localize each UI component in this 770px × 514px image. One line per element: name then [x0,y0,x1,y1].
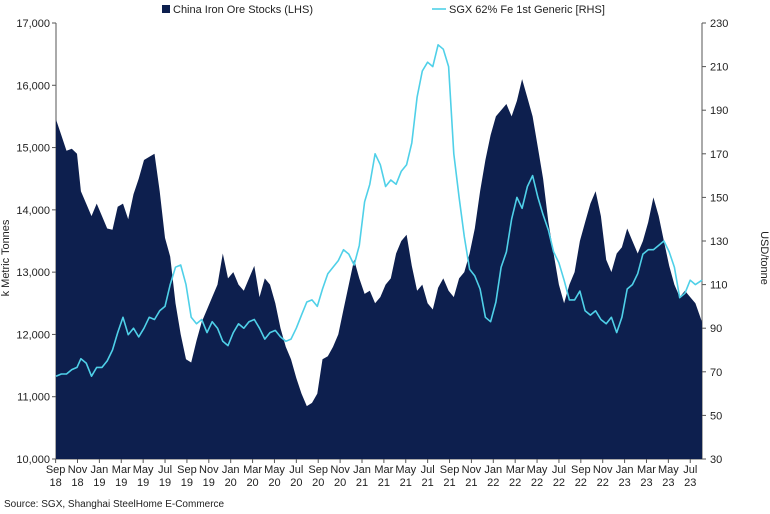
x-tick-month: May [527,464,548,476]
left-axis-ticks: 10,000 11,000 12,000 13,000 14,000 15,000 16,0… [16,18,56,466]
right-tick-label: 210 [710,62,728,74]
x-tick-month: Mar [243,464,262,476]
right-tick-label: 90 [710,323,722,335]
x-tick-year: 20 [225,477,237,489]
right-tick-label: 230 [710,18,728,30]
x-tick-year: 21 [378,477,390,489]
x-tick-month: May [395,464,416,476]
x-tick-month: Sep [46,464,66,476]
x-tick-year: 19 [203,477,215,489]
x-tick-month: Mar [374,464,393,476]
left-tick-label: 10,000 [16,454,50,466]
x-tick-month: Mar [637,464,656,476]
x-tick-month: Jul [289,464,303,476]
x-tick-year: 22 [575,477,587,489]
left-tick-label: 16,000 [16,80,50,92]
left-tick-label: 11,000 [17,392,50,404]
left-axis-title: k Metric Tonnes [0,219,12,296]
x-tick-year: 23 [618,477,630,489]
x-tick-year: 20 [334,477,346,489]
x-tick-month: Jan [484,464,502,476]
x-tick-year: 21 [443,477,455,489]
x-tick-month: Nov [68,464,88,476]
legend-swatch-stocks [162,5,170,13]
x-tick-month: Nov [462,464,482,476]
x-tick-year: 19 [115,477,127,489]
x-tick-month: Sep [177,464,197,476]
x-tick-year: 20 [268,477,280,489]
right-tick-label: 150 [710,192,728,204]
x-tick-month: Jul [158,464,172,476]
x-tick-year: 23 [662,477,674,489]
x-tick-month: Jul [421,464,435,476]
x-tick-year: 21 [465,477,477,489]
x-tick-year: 23 [684,477,696,489]
x-axis-ticks: Sep18Nov18Jan19Mar19May19Jul19Sep19Nov19… [46,459,697,489]
x-tick-month: May [658,464,679,476]
x-tick-year: 22 [553,477,565,489]
x-tick-month: Jan [616,464,634,476]
source-note: Source: SGX, Shanghai SteelHome E-Commer… [4,499,225,510]
x-tick-month: Sep [308,464,328,476]
x-tick-year: 21 [356,477,368,489]
x-tick-month: Jul [683,464,697,476]
left-tick-label: 17,000 [16,18,50,30]
right-tick-label: 170 [710,149,728,161]
x-tick-month: Mar [506,464,525,476]
x-tick-month: Mar [112,464,131,476]
x-tick-year: 23 [640,477,652,489]
legend-label-stocks: China Iron Ore Stocks (LHS) [173,4,313,16]
right-axis-ticks: 30 50 70 90 110 130 150 170 190 210 230 [702,18,728,466]
right-tick-label: 110 [710,280,728,292]
x-tick-year: 20 [246,477,258,489]
x-tick-month: Jan [222,464,240,476]
price-line-series [55,43,703,378]
x-tick-year: 21 [400,477,412,489]
x-tick-month: Nov [330,464,350,476]
legend-label-price: SGX 62% Fe 1st Generic [RHS] [449,4,605,16]
right-tick-label: 30 [710,454,722,466]
right-tick-label: 50 [710,410,722,422]
x-tick-year: 18 [71,477,83,489]
x-tick-year: 22 [597,477,609,489]
x-tick-year: 18 [49,477,61,489]
right-tick-label: 70 [710,367,722,379]
x-tick-year: 22 [487,477,499,489]
x-tick-month: Nov [199,464,219,476]
x-tick-month: May [133,464,154,476]
x-tick-year: 22 [531,477,543,489]
x-tick-month: Jan [353,464,371,476]
right-tick-label: 190 [710,105,728,117]
stocks-area [56,79,702,459]
x-tick-year: 20 [312,477,324,489]
left-tick-label: 14,000 [16,205,50,217]
x-tick-year: 19 [181,477,193,489]
x-tick-year: 19 [137,477,149,489]
x-tick-year: 21 [422,477,434,489]
x-tick-year: 20 [290,477,302,489]
x-tick-month: Jan [91,464,109,476]
price-line [55,43,703,378]
left-tick-label: 12,000 [16,329,50,341]
x-tick-year: 19 [93,477,105,489]
left-tick-label: 15,000 [16,143,50,155]
x-tick-month: Nov [593,464,613,476]
x-tick-month: Jul [552,464,566,476]
legend: China Iron Ore Stocks (LHS) SGX 62% Fe 1s… [162,4,605,16]
x-tick-month: Sep [571,464,591,476]
x-tick-month: May [264,464,285,476]
x-tick-year: 19 [159,477,171,489]
x-tick-year: 22 [509,477,521,489]
stocks-area-series [56,79,702,459]
right-axis-title: USD/tonne [758,231,770,285]
right-tick-label: 130 [710,236,728,248]
x-tick-month: Sep [440,464,460,476]
left-tick-label: 13,000 [16,267,50,279]
